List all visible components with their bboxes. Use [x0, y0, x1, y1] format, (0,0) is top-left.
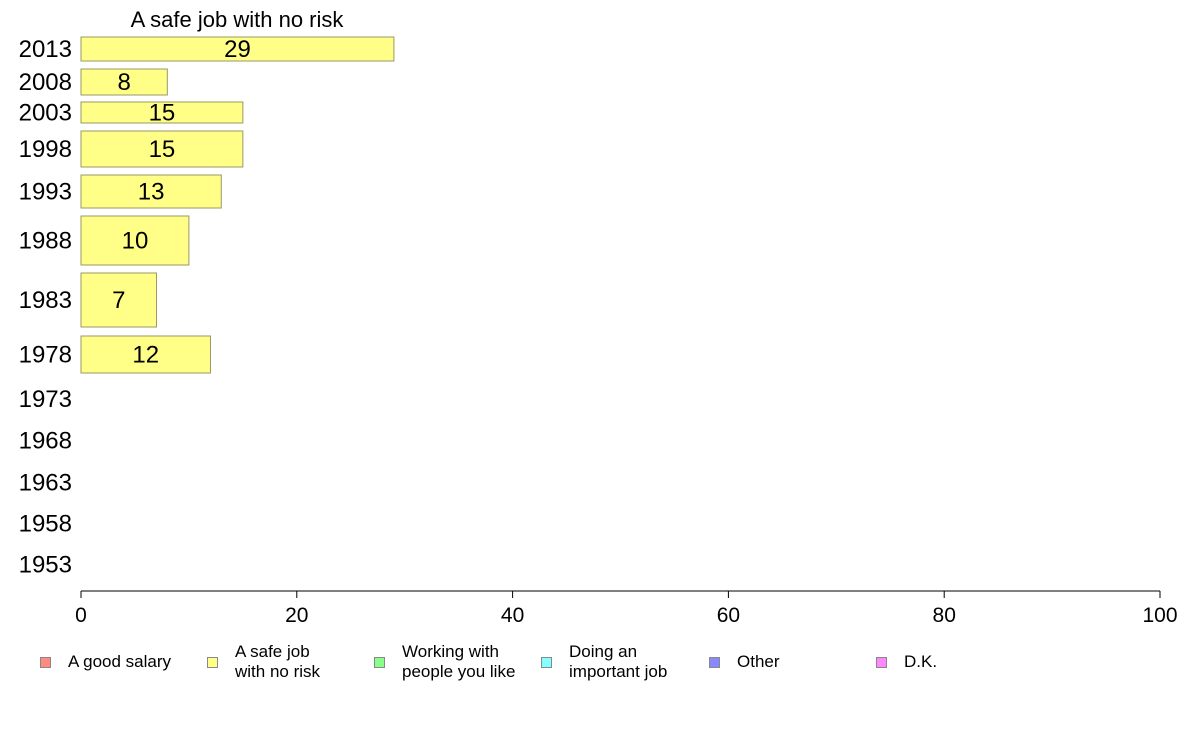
x-tick-label: 40 [501, 604, 524, 627]
bars-group: 29 8 15 15 13 10 7 12 [80, 36, 395, 374]
bar-value-label: 7 [112, 287, 125, 314]
legend-swatch [374, 656, 385, 668]
legend-label: A safe job with no risk [235, 642, 321, 681]
y-tick-label: 1963 [19, 470, 72, 497]
bar [80, 101, 244, 124]
bar [80, 68, 168, 96]
bar-chart: A safe job with no risk 29 8 15 15 13 10 7 12 2… [19, 7, 1178, 627]
bar-value-label: 8 [117, 69, 130, 96]
y-tick-label: 1998 [19, 136, 72, 163]
chart-title: A safe job with no risk [131, 7, 345, 32]
bar [80, 130, 244, 168]
bar-value-label: 12 [132, 342, 159, 369]
x-tick-label: 20 [285, 604, 308, 627]
legend-label: A good salary [68, 652, 172, 671]
y-tick-label: 1988 [19, 228, 72, 255]
legend-item-working-with-people: Working with people you like [374, 642, 515, 682]
x-axis: 0 20 40 60 80 100 [75, 590, 1178, 627]
legend-item-good-salary: A good salary [40, 652, 171, 672]
bar-value-label: 10 [122, 228, 149, 255]
x-tick-label: 80 [933, 604, 956, 627]
bar-value-label: 15 [149, 136, 176, 163]
y-tick-label: 1958 [19, 511, 72, 538]
legend-label: D.K. [904, 652, 938, 671]
y-tick-label: 1983 [19, 287, 72, 314]
bar-value-label: 13 [138, 179, 165, 206]
x-tick-label: 100 [1142, 604, 1177, 627]
bar-value-label: 29 [224, 36, 251, 63]
y-tick-label: 1968 [19, 428, 72, 455]
legend-swatch [541, 656, 552, 668]
y-tick-label: 1973 [19, 386, 72, 413]
legend-swatch [40, 656, 51, 668]
y-tick-label: 2008 [19, 69, 72, 96]
bar [80, 272, 158, 328]
legend-item-safe-job: A safe job with no risk [207, 642, 320, 682]
bar-value-label: 15 [149, 100, 176, 127]
y-axis-labels: 2013 2008 2003 1998 1993 1988 1983 1978 1973 1968… [19, 36, 72, 579]
legend-item-important-job: Doing an important job [541, 642, 667, 682]
legend-swatch [709, 656, 720, 668]
bar [80, 215, 190, 266]
legend: A good salary A safe job with no risk Wo… [0, 640, 1188, 690]
legend-swatch [876, 656, 887, 668]
legend-label: Working with people you like [402, 642, 516, 681]
legend-swatch [207, 656, 218, 668]
y-tick-label: 1993 [19, 179, 72, 206]
legend-item-dk: D.K. [876, 652, 937, 672]
bar [80, 36, 395, 62]
y-tick-label: 1978 [19, 342, 72, 369]
y-tick-label: 2003 [19, 100, 72, 127]
x-tick-label: 0 [75, 604, 87, 627]
y-tick-label: 2013 [19, 36, 72, 63]
legend-label: Other [737, 652, 780, 671]
x-tick-label: 60 [717, 604, 740, 627]
bar [80, 335, 211, 374]
y-tick-label: 1953 [19, 552, 72, 579]
bar [80, 174, 222, 209]
legend-item-other: Other [709, 652, 780, 672]
legend-label: Doing an important job [569, 642, 668, 681]
